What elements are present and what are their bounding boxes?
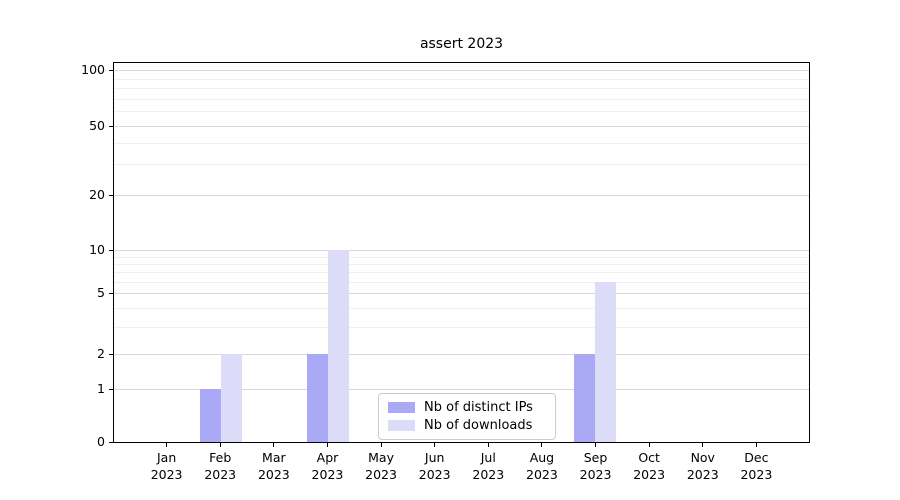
- bar-downloads: [327, 250, 349, 442]
- gridline-major: [114, 250, 809, 251]
- gridline-major: [114, 195, 809, 196]
- x-tick-mark: [702, 443, 704, 447]
- x-tick-mark: [166, 443, 168, 447]
- x-tick-mark: [219, 443, 221, 447]
- x-tick-label-month: Dec: [744, 450, 769, 465]
- x-tick-label: Oct 2023: [618, 449, 680, 483]
- gridline-minor: [114, 263, 809, 265]
- x-tick-label: Nov 2023: [672, 449, 734, 483]
- bar-distinct-ips: [199, 389, 221, 442]
- x-tick-label-year: 2023: [365, 467, 397, 482]
- x-tick-label: Aug 2023: [511, 449, 573, 483]
- x-tick-label-month: Feb: [209, 450, 232, 465]
- gridline-minor: [114, 327, 809, 329]
- gridline-minor: [114, 256, 809, 258]
- x-tick-label: Dec 2023: [725, 449, 787, 483]
- x-tick-label: Jan 2023: [136, 449, 198, 483]
- x-tick-label-month: Jul: [480, 450, 496, 465]
- x-tick-label-year: 2023: [311, 467, 344, 482]
- x-tick-mark: [273, 443, 275, 447]
- x-tick-label: Mar 2023: [243, 449, 305, 483]
- plot-area: Nb of distinct IPs Nb of downloads: [113, 62, 810, 443]
- bar-downloads: [595, 281, 617, 442]
- gridline-minor: [114, 272, 809, 274]
- x-tick-mark: [487, 443, 489, 447]
- x-tick-label-year: 2023: [526, 467, 558, 482]
- x-tick-label-year: 2023: [686, 467, 719, 482]
- chart-title: assert 2023: [419, 36, 504, 52]
- x-tick-label: May 2023: [350, 449, 412, 483]
- gridline-major: [114, 126, 809, 127]
- x-tick-mark: [326, 443, 328, 447]
- x-tick-label: Apr 2023: [296, 449, 358, 483]
- x-tick-label-year: 2023: [418, 467, 451, 482]
- legend-swatch-distinct-ips: [388, 402, 415, 414]
- x-tick-label-month: May: [368, 450, 394, 465]
- gridline-minor: [114, 111, 809, 113]
- x-tick-label-month: Apr: [316, 450, 339, 465]
- x-tick-label-month: Nov: [690, 450, 715, 465]
- x-tick-label: Jun 2023: [404, 449, 466, 483]
- legend-row: Nb of downloads: [388, 418, 546, 433]
- x-tick-label-month: Jan: [156, 450, 177, 465]
- legend-label: Nb of downloads: [424, 417, 533, 433]
- x-tick-label-month: Oct: [638, 450, 660, 465]
- x-tick-label-month: Aug: [529, 450, 555, 465]
- y-tick-label: 0: [97, 434, 105, 449]
- legend-swatch-downloads: [388, 419, 415, 431]
- bar-distinct-ips: [574, 354, 596, 442]
- y-tick-mark: [109, 293, 113, 294]
- x-tick-mark: [541, 443, 543, 447]
- x-tick-label-month: Mar: [262, 450, 286, 465]
- legend-label: Nb of distinct IPs: [424, 400, 533, 416]
- y-tick-label: 100: [81, 62, 105, 77]
- gridline-minor: [114, 307, 809, 309]
- x-tick-label-year: 2023: [204, 467, 237, 482]
- y-tick-label: 20: [89, 187, 105, 202]
- gridline-major: [114, 354, 809, 355]
- gridline-minor: [114, 98, 809, 100]
- legend-row: Nb of distinct IPs: [388, 400, 546, 415]
- y-tick-label: 50: [89, 118, 105, 133]
- x-tick-label-month: Jun: [424, 450, 445, 465]
- gridline-minor: [114, 88, 809, 90]
- x-tick-mark: [648, 443, 650, 447]
- y-tick-mark: [109, 354, 113, 355]
- bar-downloads: [220, 354, 242, 442]
- x-tick-label: Sep 2023: [565, 449, 627, 483]
- gridline-minor: [114, 164, 809, 166]
- x-tick-mark: [380, 443, 382, 447]
- bar-distinct-ips: [306, 354, 328, 442]
- x-tick-label-year: 2023: [633, 467, 666, 482]
- gridline-major: [114, 70, 809, 71]
- x-tick-label-year: 2023: [150, 467, 183, 482]
- x-tick-label-year: 2023: [740, 467, 773, 482]
- y-tick-mark: [109, 195, 113, 196]
- gridline-minor: [114, 281, 809, 283]
- x-tick-mark: [434, 443, 436, 447]
- y-tick-label: 5: [97, 285, 105, 300]
- y-tick-label: 1: [97, 381, 105, 396]
- x-tick-label: Jul 2023: [457, 449, 519, 483]
- legend: Nb of distinct IPs Nb of downloads: [378, 393, 556, 440]
- x-tick-label-year: 2023: [257, 467, 290, 482]
- y-tick-mark: [109, 250, 113, 251]
- gridline-major: [114, 293, 809, 294]
- gridline-minor: [114, 142, 809, 144]
- gridline-major: [114, 389, 809, 390]
- x-tick-label-year: 2023: [472, 467, 505, 482]
- y-tick-mark: [109, 126, 113, 127]
- x-tick-label-year: 2023: [579, 467, 612, 482]
- y-tick-mark: [109, 389, 113, 390]
- y-tick-mark: [109, 70, 113, 71]
- y-tick-label: 10: [89, 242, 105, 257]
- gridline-minor: [114, 78, 809, 80]
- y-tick-mark: [109, 442, 113, 443]
- x-tick-label: Feb 2023: [189, 449, 251, 483]
- y-tick-label: 2: [97, 346, 105, 361]
- x-tick-mark: [595, 443, 597, 447]
- x-tick-mark: [755, 443, 757, 447]
- x-tick-label-month: Sep: [583, 450, 608, 465]
